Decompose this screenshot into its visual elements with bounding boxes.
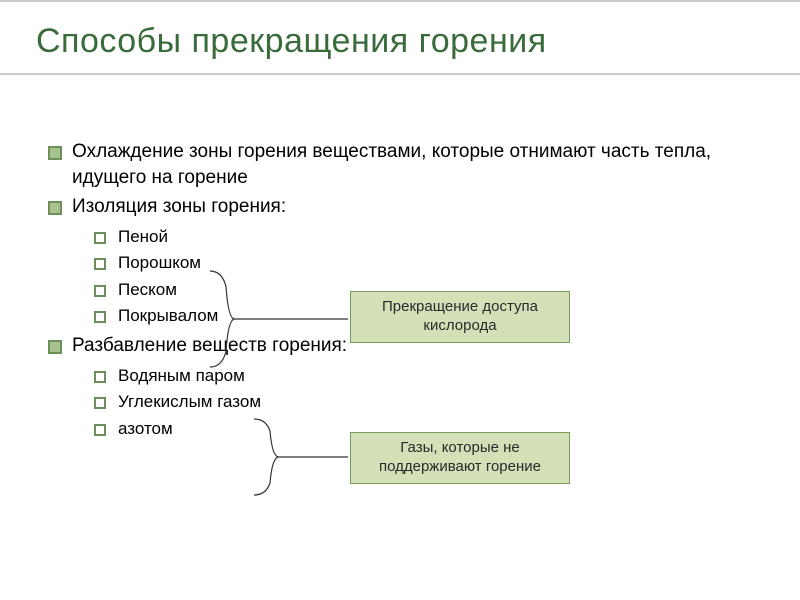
dilution-sublist: Водяным паром Углекислым газом азотом xyxy=(94,363,764,442)
bullet-cooling: Охлаждение зоны горения веществами, кото… xyxy=(46,139,764,190)
slide-title: Способы прекращения горения xyxy=(36,22,764,75)
sub-foam: Пеной xyxy=(94,224,764,250)
bullet-dilution: Разбавление веществ горения: Водяным пар… xyxy=(46,333,764,442)
callout-oxygen: Прекращение доступа кислорода xyxy=(350,291,570,343)
sub-steam: Водяным паром xyxy=(94,363,764,389)
sub-co2: Углекислым газом xyxy=(94,389,764,415)
slide-content: Охлаждение зоны горения веществами, кото… xyxy=(36,103,764,442)
bullet-dilution-label: Разбавление веществ горения: xyxy=(72,335,347,356)
sub-powder: Порошком xyxy=(94,250,764,276)
callout-gases: Газы, которые не поддерживают горение xyxy=(350,432,570,484)
bullet-isolation-label: Изоляция зоны горения: xyxy=(72,196,286,217)
